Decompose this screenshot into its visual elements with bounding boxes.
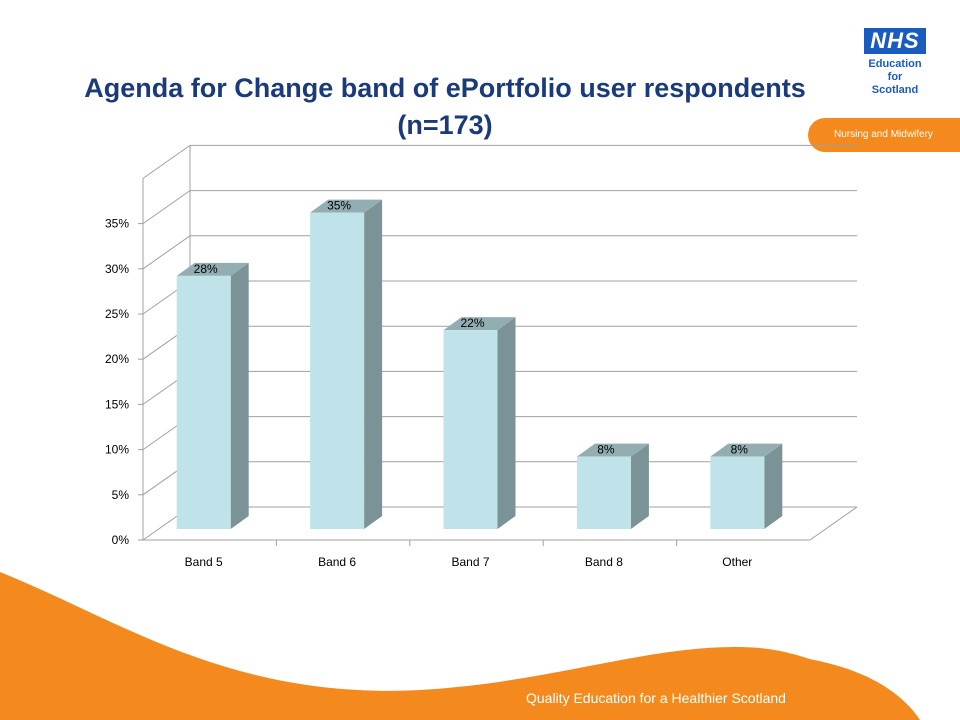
bar-top [443,317,516,331]
y-tick-label: 10% [105,443,129,457]
bar-band-7: 22% [443,316,516,529]
floor-edge [809,506,858,541]
logo-line-1: Education [868,58,922,70]
bar-side [364,199,383,529]
bar-front [176,275,231,529]
bar-side [230,262,249,529]
logo-line-2: for [887,71,903,83]
gridline-depth [142,235,191,270]
bar-top [576,443,649,457]
y-tick-label: 0% [112,533,130,547]
logo-org-name: Education for Scotland [850,58,940,97]
y-tick-label: 20% [105,352,129,366]
bar-front [710,456,765,529]
gridline-depth [142,190,191,225]
y-tick-label: 25% [105,307,129,321]
y-tick-label: 35% [105,217,129,231]
x-tick-label: Band 8 [585,555,623,569]
data-label: 8% [597,443,615,457]
bar-side [630,443,649,529]
nhs-logo-mark: NHS [864,28,926,54]
bar-front [576,456,631,529]
nhs-logo: NHS Education for Scotland [850,28,940,97]
data-label: 22% [460,316,484,330]
y-axis-ticks: 0% 5% 10% 15% 20% 25% 30% 35% [105,217,143,547]
bar-band-6: 35% [310,199,383,529]
data-label: 35% [327,199,351,213]
data-label: 8% [731,443,749,457]
x-tick-label: Other [722,555,752,569]
bar-other: 8% [710,443,783,529]
footer-tagline: Quality Education for a Healthier Scotla… [526,690,786,706]
bar-side [764,443,783,529]
data-label: 28% [194,262,218,276]
bar-top [176,262,249,276]
gridline-depth [142,144,191,179]
bar-top [310,199,383,213]
footer-wave [0,572,920,720]
chart-title: Agenda for Change band of ePortfolio use… [84,73,806,140]
x-tick-label: Band 6 [318,555,356,569]
y-tick-label: 5% [112,488,130,502]
bar-band-8: 8% [576,443,649,529]
x-axis-categories: Band 5 Band 6 Band 7 Band 8 Other [185,540,752,569]
bar-front [443,330,498,529]
logo-line-3: Scotland [871,84,919,96]
x-tick-label: Band 7 [451,555,489,569]
y-tick-label: 15% [105,397,129,411]
department-badge: Nursing and Midwifery [808,118,960,152]
bars: 28% 35% 22% 8% 8% [176,199,783,529]
bar-top [710,443,783,457]
bar-front [310,212,365,529]
bar-band-5: 28% [176,262,249,529]
x-tick-label: Band 5 [185,555,223,569]
bar-side [497,317,516,529]
y-tick-label: 30% [105,262,129,276]
